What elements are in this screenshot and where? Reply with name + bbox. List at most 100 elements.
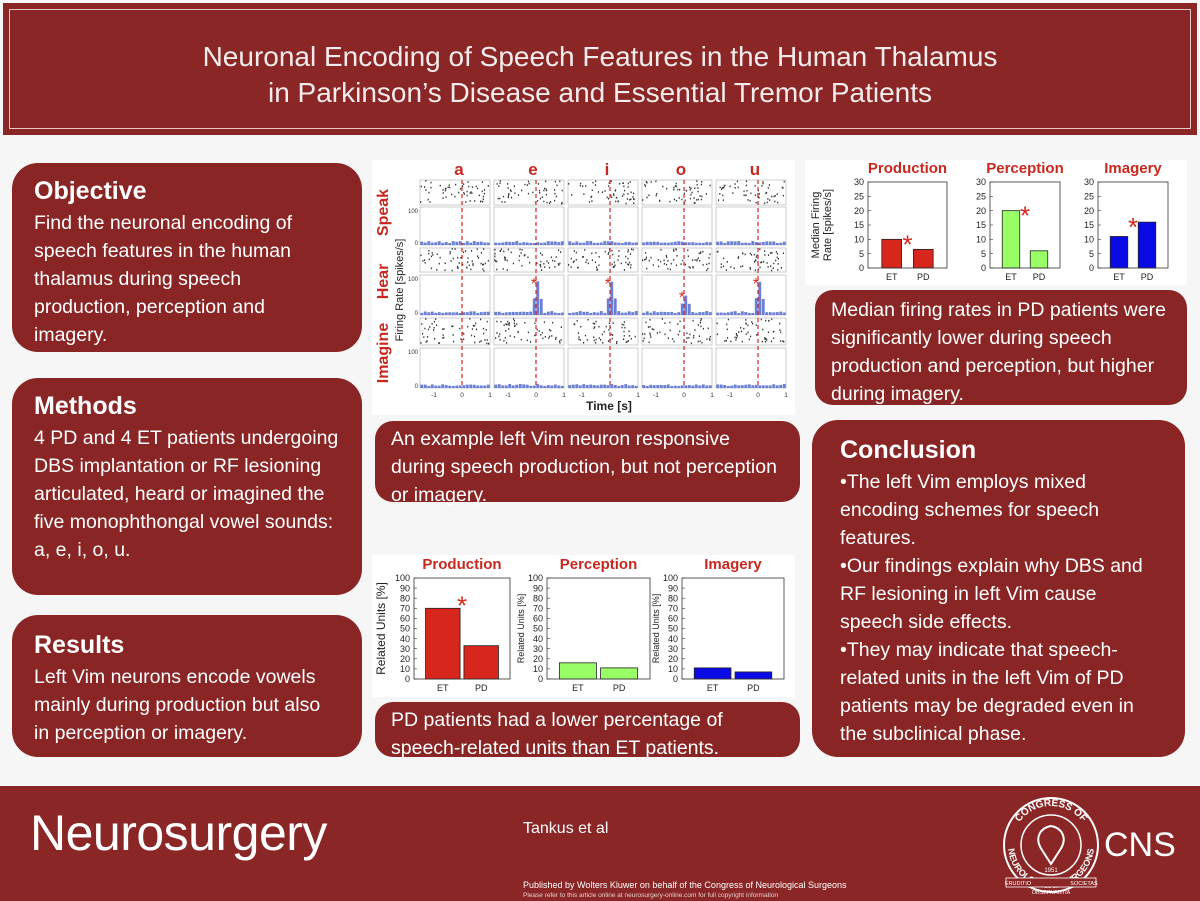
- spike: [554, 260, 556, 262]
- spike: [658, 265, 660, 268]
- histogram-bin: [560, 241, 564, 245]
- spike: [541, 196, 543, 199]
- significance-marker: *: [457, 590, 467, 620]
- histogram-bin: [673, 385, 677, 388]
- spike: [520, 252, 522, 254]
- spike: [519, 248, 521, 251]
- spike: [572, 261, 574, 264]
- spike: [754, 194, 757, 196]
- spike: [725, 269, 727, 271]
- spike: [513, 319, 516, 322]
- spike: [548, 202, 551, 205]
- spike: [485, 329, 487, 331]
- spike: [442, 334, 444, 336]
- y-tick-label: 15: [1084, 220, 1094, 230]
- spike: [611, 196, 613, 198]
- spike: [591, 259, 594, 261]
- histogram-bin: [768, 312, 772, 315]
- histogram-bin: [758, 385, 762, 388]
- histogram-bin: [511, 385, 515, 388]
- spike: [750, 253, 753, 256]
- histogram-bin: [546, 311, 550, 315]
- spike: [628, 330, 630, 333]
- spike: [439, 184, 441, 187]
- y-tick-label: 10: [1084, 234, 1094, 244]
- spike: [444, 262, 446, 264]
- histogram-bin: [483, 385, 487, 388]
- spike: [764, 337, 766, 339]
- conclusion-box: Conclusion •The left Vim employs mixed e…: [812, 420, 1185, 757]
- spike: [591, 252, 593, 255]
- raster-panel: [493, 179, 565, 206]
- spike: [543, 187, 546, 190]
- spike: [463, 333, 465, 335]
- y-tick-label: 50: [400, 624, 410, 634]
- histogram-bin: [522, 311, 526, 315]
- spike: [749, 199, 751, 202]
- spike: [770, 269, 773, 272]
- spike: [584, 334, 587, 337]
- spike: [755, 256, 758, 258]
- spike: [693, 334, 695, 337]
- spike: [556, 184, 558, 187]
- spike: [451, 325, 453, 328]
- spike: [471, 192, 473, 195]
- spike: [524, 254, 526, 256]
- logo-banner: [1005, 877, 1097, 888]
- spike: [458, 262, 460, 264]
- spike: [482, 263, 484, 266]
- spike: [699, 340, 701, 342]
- histogram-bin: [751, 312, 755, 315]
- spike: [610, 180, 612, 182]
- spike: [554, 180, 556, 183]
- spike: [699, 321, 702, 324]
- spike: [673, 186, 675, 189]
- spike: [667, 260, 669, 262]
- spike: [615, 196, 617, 199]
- spike: [540, 334, 542, 336]
- histogram-bin: [656, 385, 660, 388]
- spike: [534, 322, 536, 325]
- chart-title: Imagery: [704, 556, 762, 573]
- histogram-bin: [775, 242, 779, 245]
- spike: [549, 201, 552, 203]
- spike: [663, 259, 665, 262]
- histogram-bin: [744, 242, 748, 245]
- histogram-bin: [613, 298, 617, 315]
- spike: [734, 186, 736, 189]
- histogram-bin: [599, 311, 603, 315]
- logo-year: 1951: [1044, 868, 1058, 874]
- spike: [708, 338, 711, 340]
- spike: [499, 180, 501, 182]
- histogram-bin: [557, 242, 561, 245]
- histogram-bin: [529, 385, 533, 388]
- histogram-bin: [645, 311, 649, 315]
- histogram-bin: [476, 385, 480, 388]
- histogram-bin: [716, 312, 720, 315]
- y-tick-label: 100: [395, 573, 410, 583]
- spike: [603, 330, 605, 333]
- spike: [578, 336, 580, 338]
- histogram-bin: [585, 241, 589, 245]
- histogram-bin: [427, 385, 431, 388]
- histogram-bin: [430, 311, 434, 315]
- spike: [612, 253, 614, 256]
- spike: [520, 189, 523, 192]
- spike: [568, 183, 570, 185]
- histogram-bin: [451, 385, 455, 388]
- spike: [774, 200, 776, 203]
- caption: Median firing rates in PD patients were …: [831, 299, 1166, 405]
- spike: [726, 328, 728, 331]
- spike: [608, 251, 610, 254]
- journal-name: Neurosurgery: [30, 805, 327, 861]
- text: Find the neuronal encoding of speech fea…: [34, 212, 293, 346]
- y-tick-label: 80: [400, 593, 410, 603]
- histogram-bin: [652, 241, 656, 245]
- spike: [627, 257, 629, 260]
- spike: [773, 337, 775, 339]
- spike: [541, 254, 543, 256]
- spike: [645, 258, 647, 261]
- spike: [628, 261, 631, 264]
- spike: [517, 331, 519, 334]
- histogram-bin: [515, 241, 519, 245]
